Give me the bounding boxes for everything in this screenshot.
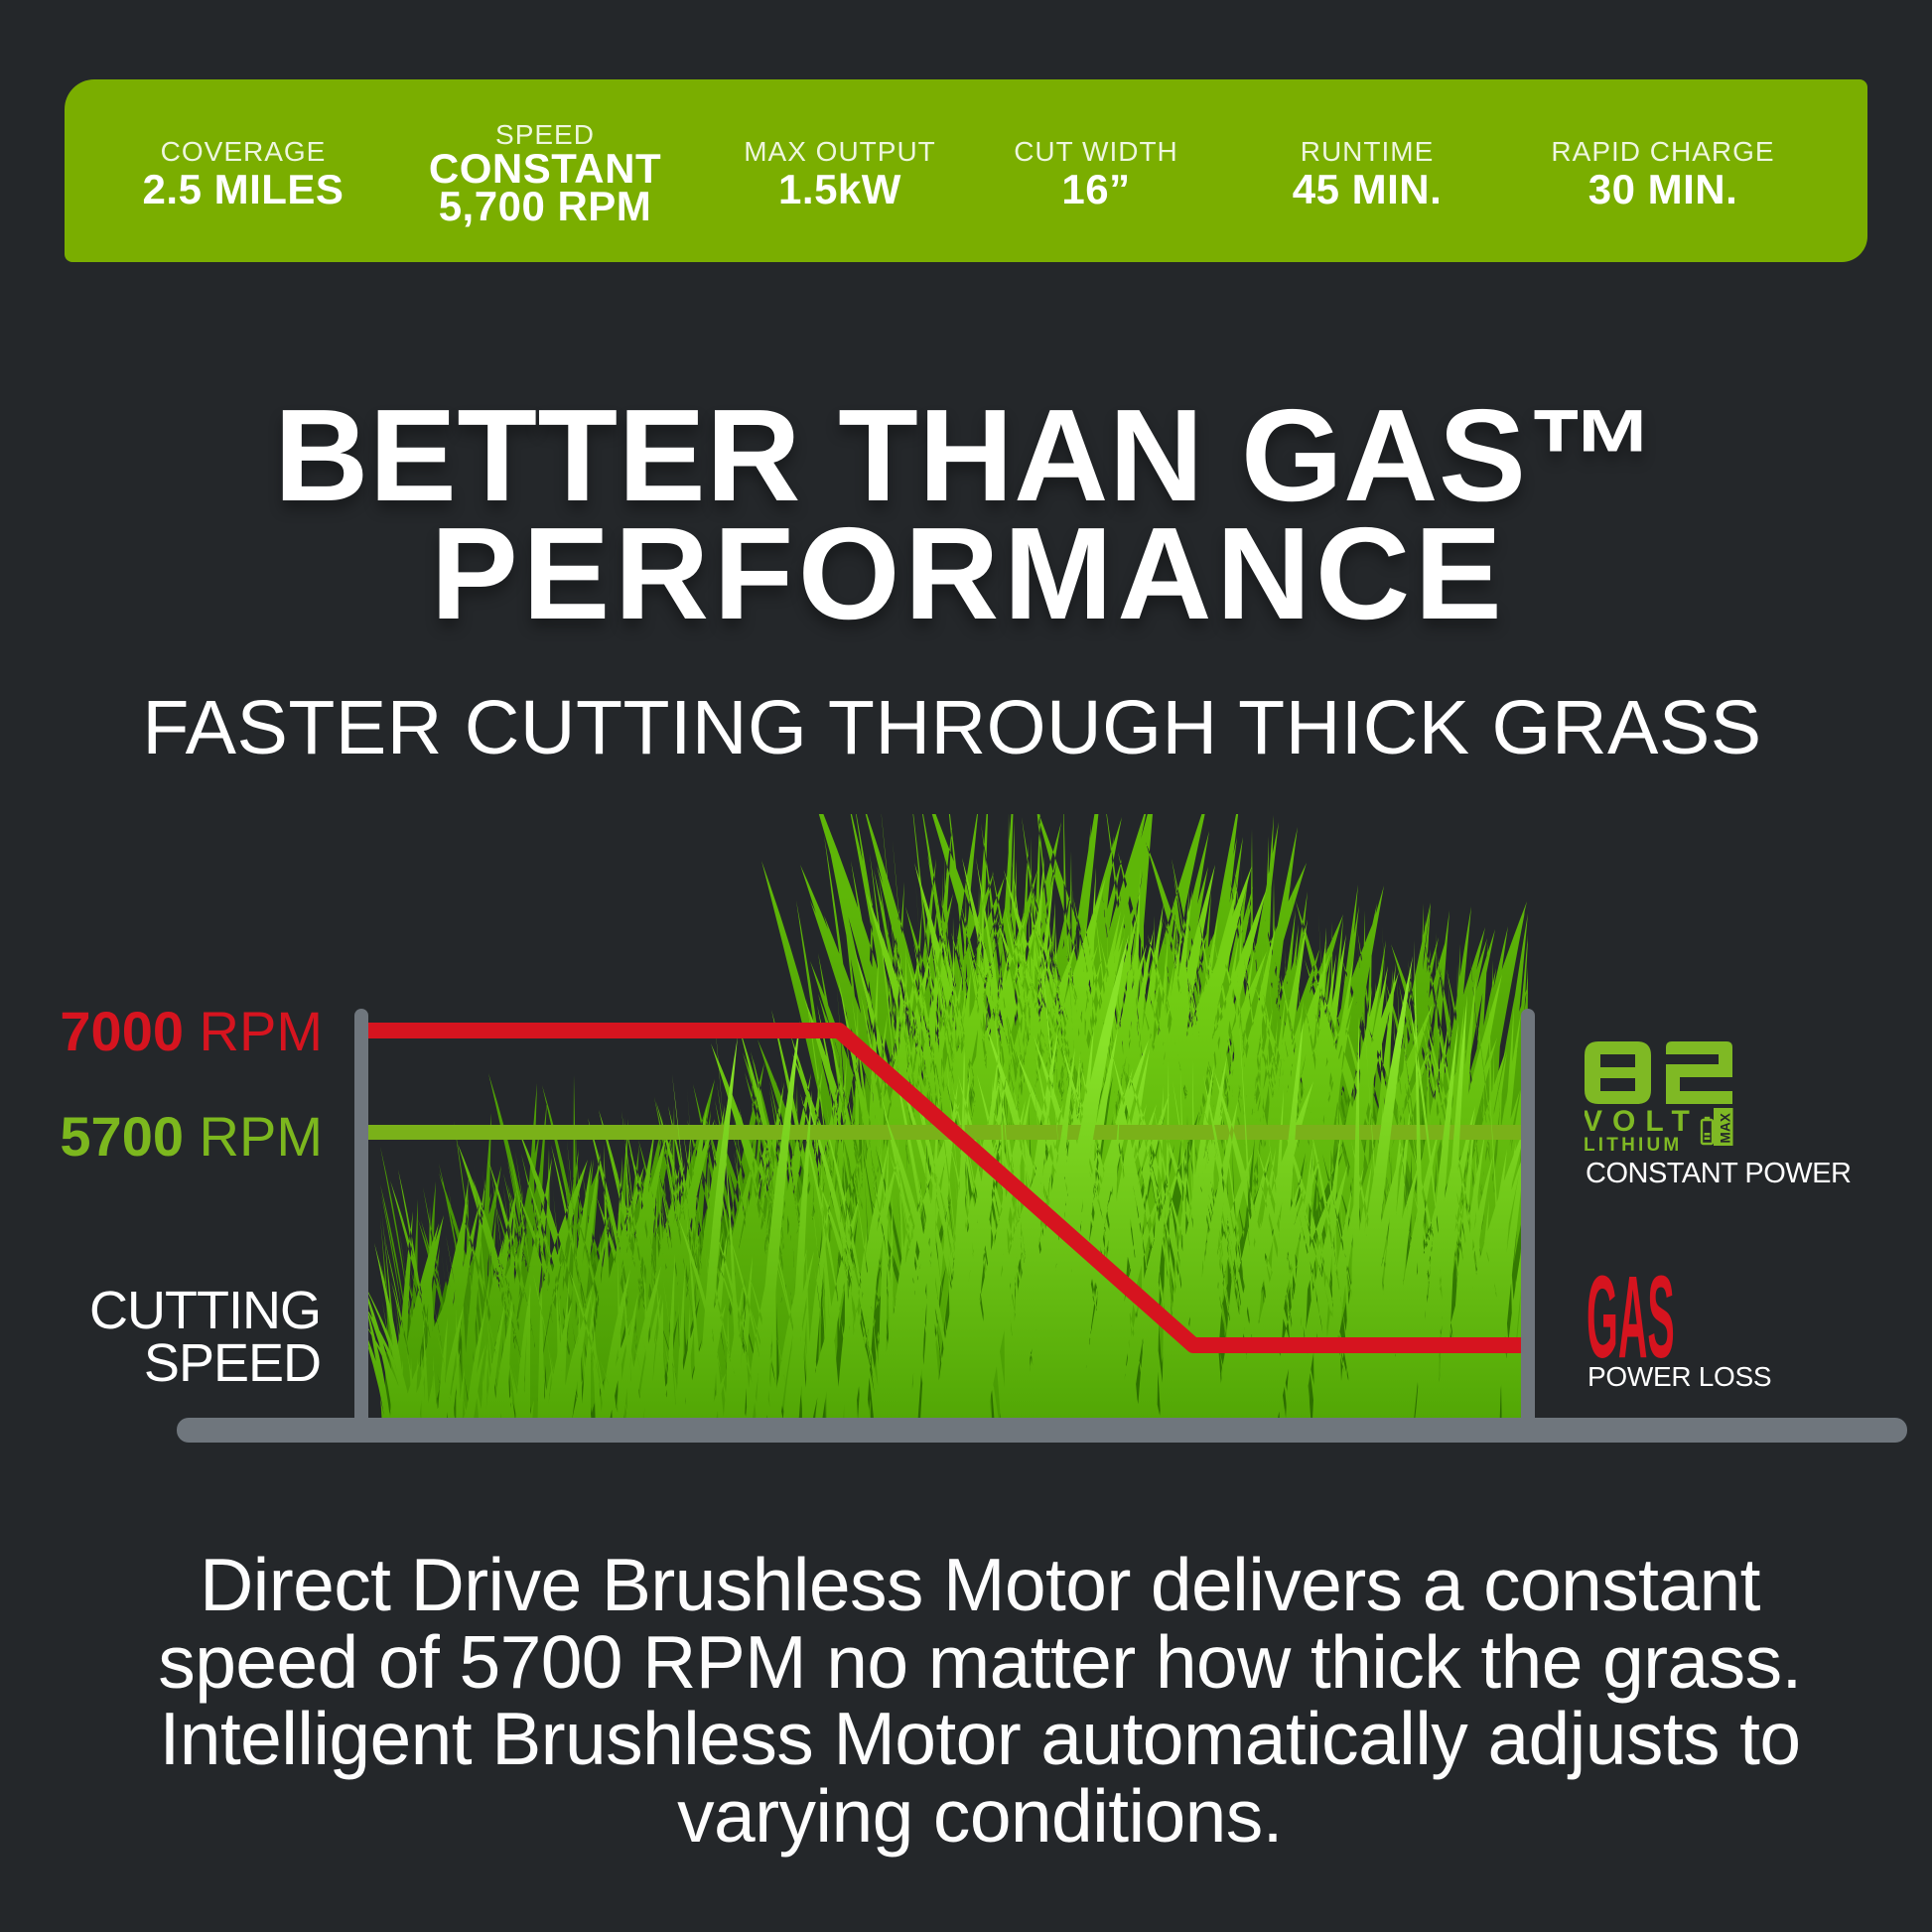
svg-text:LITHIUM: LITHIUM bbox=[1585, 1135, 1682, 1153]
svg-text:MAX: MAX bbox=[1719, 1113, 1733, 1144]
svg-text:VOLT: VOLT bbox=[1585, 1105, 1700, 1138]
